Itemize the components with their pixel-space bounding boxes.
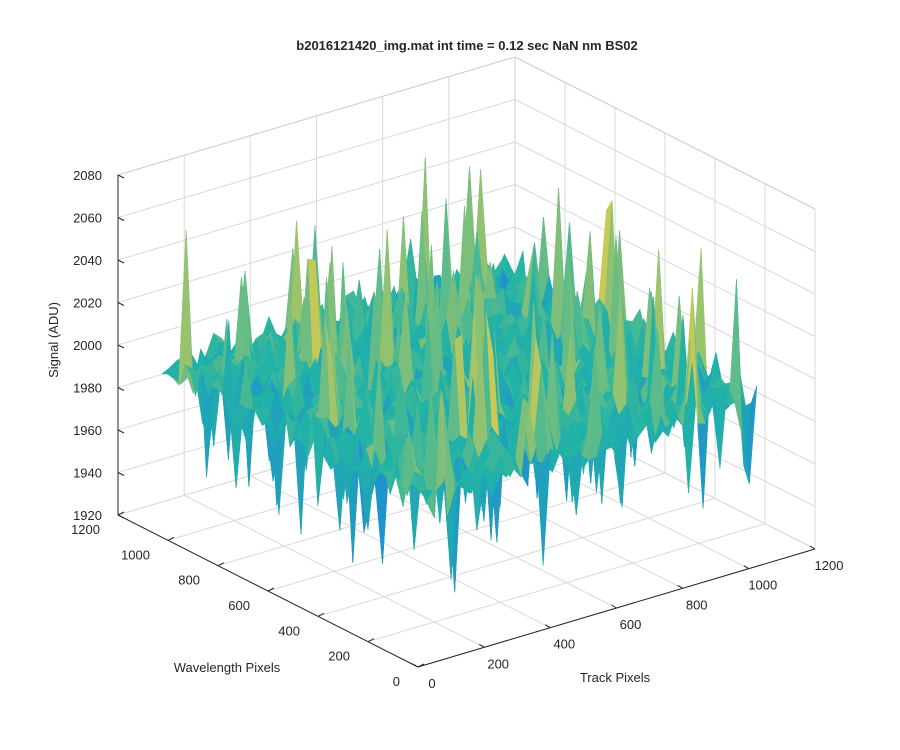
grid-line [514,184,816,337]
surface-patch [412,481,427,492]
y-tick-label: 1000 [121,547,150,562]
grid-line [514,99,816,252]
z-tick [117,217,125,221]
y-tick-label: 200 [328,649,350,664]
z-tick-label: 2000 [73,338,102,353]
grid-line [317,497,716,617]
axis-labels: b2016121420_img.mat int time = 0.12 sec … [46,38,843,691]
surface-patch [374,466,389,564]
y-tick [417,663,425,668]
box-edge [117,56,516,176]
y-tick [317,612,325,617]
z-axis-label: Signal (ADU) [46,302,61,378]
z-tick [117,514,125,519]
surface-patch [311,414,326,507]
z-tick-label: 1940 [73,466,102,481]
x-tick [809,545,816,550]
x-tick [677,584,683,589]
x-tick-label: 400 [553,637,575,652]
y-tick [267,587,275,592]
z-tick-label: 2040 [73,253,102,268]
x-tick [545,624,551,629]
grid-line [117,141,516,261]
z-tick-label: 1960 [73,423,102,438]
grid-line [117,99,516,218]
x-tick-label: 200 [487,656,509,671]
z-tick [117,174,125,179]
surface [161,157,758,593]
z-tick [117,429,125,434]
y-tick-label: 800 [178,573,200,588]
x-tick-label: 800 [686,597,708,612]
x-tick-label: 0 [428,676,435,691]
y-axis-label: Wavelength Pixels [174,660,281,675]
grid-line [514,141,816,295]
z-tick [117,387,125,391]
z-tick [117,344,125,349]
x-tick [743,565,750,570]
z-tick [117,472,125,476]
z-tick-label: 2060 [73,211,102,226]
surface-patch [728,279,743,436]
chart-title: b2016121420_img.mat int time = 0.12 sec … [296,38,637,53]
y-tick [217,562,225,567]
x-tick-label: 1000 [748,578,777,593]
x-axis-label: Track Pixels [580,670,651,685]
z-tick-label: 1920 [73,508,102,523]
x-tick-label: 1200 [815,558,844,573]
x-tick [412,663,419,668]
x-tick-label: 600 [620,617,642,632]
grid-line [367,523,766,643]
y-tick-label: 400 [278,623,300,638]
grid-line [267,472,666,592]
axes [117,174,816,668]
y-tick [167,536,175,541]
z-tick-label: 2020 [73,296,102,311]
x-tick [611,604,617,609]
y-tick-label: 0 [393,674,400,689]
z-tick [117,302,125,306]
z-tick-label: 1980 [73,381,102,396]
y-tick [367,638,375,643]
x-tick [478,643,485,648]
z-tick-label: 2080 [73,168,102,183]
y-tick-label: 1200 [71,522,100,537]
box-edge [514,56,816,210]
y-tick [117,511,125,516]
z-tick [117,259,125,264]
grid-line [514,226,816,380]
y-tick-label: 600 [228,598,250,613]
